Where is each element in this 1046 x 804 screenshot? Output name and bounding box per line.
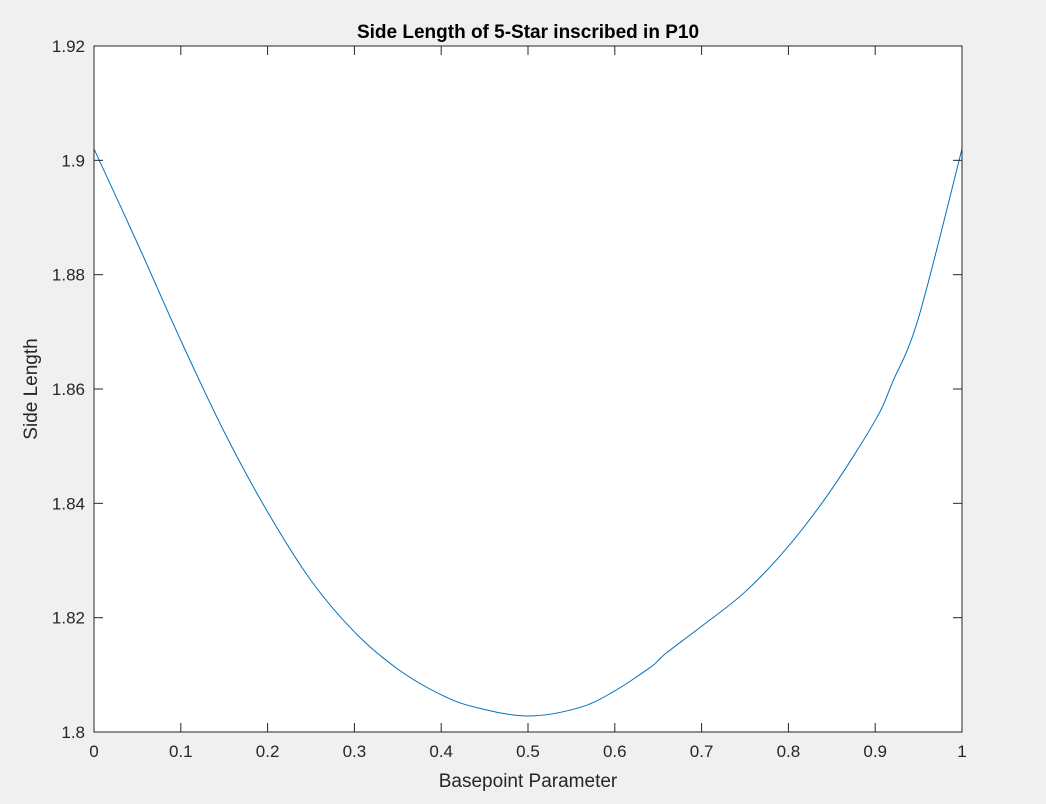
y-tick-label: 1.9: [61, 151, 85, 170]
x-tick-label: 0.5: [516, 742, 540, 761]
y-tick-label: 1.84: [52, 494, 85, 513]
x-tick-label: 0.9: [863, 742, 887, 761]
y-tick-label: 1.8: [61, 723, 85, 742]
chart-title: Side Length of 5-Star inscribed in P10: [357, 22, 699, 43]
y-tick-label: 1.82: [52, 609, 85, 628]
axes-background: [94, 46, 962, 732]
axes-box: [93, 45, 963, 733]
x-tick-label: 0.6: [603, 742, 627, 761]
y-tick-label: 1.86: [52, 380, 85, 399]
x-tick-label: 0.4: [429, 742, 453, 761]
x-axis-label: Basepoint Parameter: [439, 771, 618, 792]
x-tick-label: 0.7: [690, 742, 714, 761]
x-tick-label: 0.1: [169, 742, 193, 761]
x-tick-label: 0.3: [343, 742, 367, 761]
axis-ticks: 0 0.1 0.2 0.3 0.4 0.5 0.6 0.7 0.8 0.9 1 1.8 1.82 1.84…: [52, 37, 967, 761]
y-tick-label: 1.88: [52, 266, 85, 285]
y-tick-label: 1.92: [52, 37, 85, 56]
series-line: [93, 148, 963, 717]
y-axis-label: Side Length: [21, 338, 42, 439]
x-tick-label: 0: [89, 742, 98, 761]
x-tick-label: 0.8: [777, 742, 801, 761]
x-tick-label: 1: [957, 742, 966, 761]
x-tick-label: 0.2: [256, 742, 280, 761]
plot-area: [93, 148, 963, 717]
